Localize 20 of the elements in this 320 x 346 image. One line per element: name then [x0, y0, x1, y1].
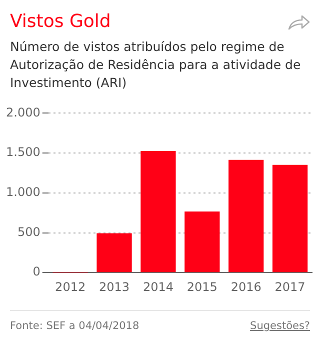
x-tick-label: 2015: [186, 280, 218, 294]
bar: [272, 164, 308, 272]
x-tick-label: 2017: [274, 280, 306, 294]
x-tick-label: 2014: [142, 280, 174, 294]
chart-subtitle: Número de vistos atribuídos pelo regime de Autorização de Residência para a atividade de Investimento (ARI): [10, 38, 302, 92]
chart-title: Vistos Gold: [10, 11, 111, 32]
bar: [228, 160, 264, 272]
text: Sugestões?: [250, 320, 310, 332]
bar: [96, 233, 132, 272]
x-tick-label: 2013: [98, 280, 130, 294]
source-note: Fonte: SEF a 04/04/2018: [10, 320, 140, 332]
y-tick-label: 0: [32, 264, 40, 279]
x-tick-label: 2012: [55, 280, 86, 294]
y-tick-label: 2.000: [6, 105, 40, 120]
y-tick-label: 500: [17, 224, 40, 239]
y-tick-label: 1.500: [6, 145, 40, 160]
x-tick-label: 2016: [230, 280, 262, 294]
y-tick-label: 1.000: [6, 185, 40, 200]
bar: [184, 212, 220, 272]
bar: [140, 150, 176, 272]
